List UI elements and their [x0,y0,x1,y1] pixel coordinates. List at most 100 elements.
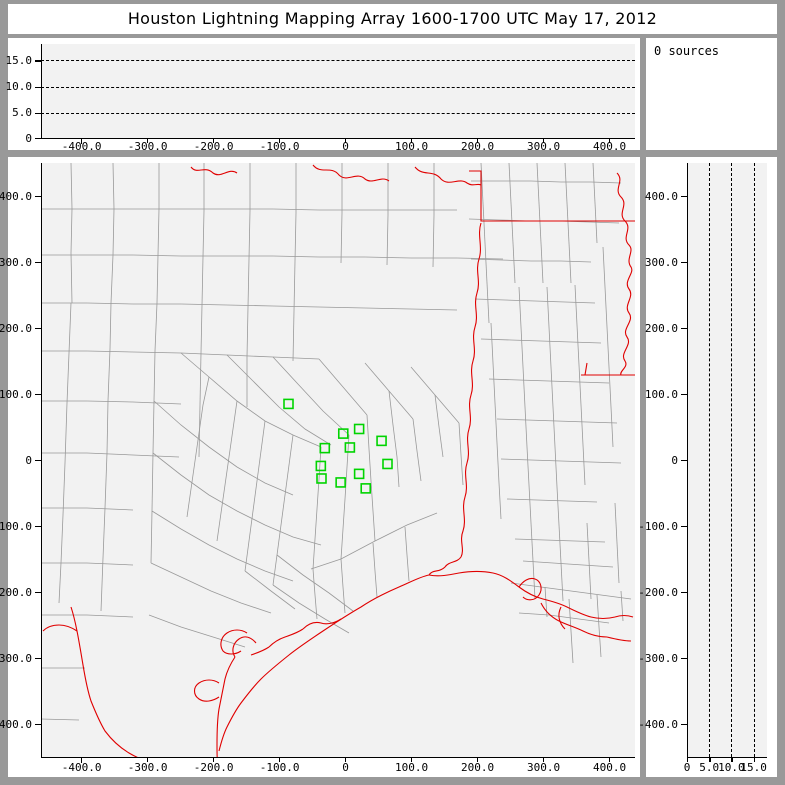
altitude-vs-east-x-axis [41,138,635,140]
ytick-mark-0 [35,138,41,140]
map-xtick-label-200: 200.0 [461,761,495,774]
source-count-panel: 0 sources [646,38,777,150]
xtick-label--400: -400.0 [61,140,102,153]
lma-station-marker [283,398,294,410]
map-plot-area [41,163,635,757]
ytick-label-10: 10.0 [5,80,33,93]
alt-north-xtick-mark-5 [709,757,711,762]
map-graphic [41,163,635,757]
map-xtick-mark-100 [410,757,412,762]
alt-north-ytick-label--100: -100.0 [638,520,678,533]
lma-station-marker [353,423,365,435]
xtick-label--200: -200.0 [193,140,234,153]
map-ytick-mark--200 [35,592,41,594]
map-xtick-mark-400 [608,757,610,762]
altitude-vs-north-x-axis [687,757,767,759]
lma-station-marker [315,460,327,472]
xtick-label-0: 0 [342,140,349,153]
gridline-x-5 [709,163,711,757]
map-ytick-label--100: -100.0 [0,520,32,533]
xtick-label-300: 300.0 [527,140,561,153]
alt-north-xtick-mark-15 [753,757,755,762]
map-xtick-label-400: 400.0 [593,761,627,774]
map-ytick-label-300: 300.0 [0,256,32,269]
map-xtick-mark--100 [278,757,280,762]
map-xtick-mark--200 [212,757,214,762]
lma-station-marker [335,477,346,488]
map-xtick-mark-0 [344,757,346,762]
county-boundaries [41,163,632,721]
map-xtick-label-100: 100.0 [395,761,429,774]
map-xtick-label-0: 0 [342,761,349,774]
map-ytick-mark--400 [35,724,41,726]
lma-station-marker [360,483,372,494]
title-bar: Houston Lightning Mapping Array 1600-170… [8,4,777,34]
map-xtick-mark-300 [542,757,544,762]
xtick-mark-100 [410,138,412,143]
xtick-mark--400 [80,138,82,144]
map-y-axis [41,163,43,757]
xtick-label-100: 100.0 [395,140,429,153]
alt-north-ytick-mark-400 [681,196,687,198]
xtick-mark-200 [476,138,478,143]
xtick-mark-300 [542,138,544,143]
ytick-mark-5 [35,112,41,115]
altitude-vs-north-plot-area [687,163,767,757]
xtick-label--100: -100.0 [259,140,300,153]
alt-north-xtick-label-10: 10.0 [718,761,745,774]
map-ytick-mark--300 [35,658,41,660]
alt-north-ytick-mark--300 [681,658,687,660]
alt-north-ytick-label-0: 0 [671,454,678,467]
alt-north-ytick-mark-0 [681,460,687,462]
map-ytick-mark-100 [35,394,41,396]
lma-station-marker [316,473,327,484]
alt-north-ytick-label--400: -400.0 [638,718,678,731]
lma-station-marker [382,458,393,470]
ytick-label-5: 5.0 [12,106,32,119]
alt-north-ytick-label-100: 100.0 [644,388,678,401]
alt-north-ytick-mark--100 [681,526,687,528]
map-xtick-mark--400 [80,757,82,763]
ytick-label-15: 15.0 [5,54,33,67]
alt-north-ytick-mark-300 [681,262,687,264]
map-xtick-label-300: 300.0 [527,761,561,774]
gridline-x-15 [753,163,755,757]
alt-north-ytick-mark-100 [681,394,687,396]
alt-north-ytick-label-300: 300.0 [644,256,678,269]
map-ytick-label--200: -200.0 [0,586,32,599]
lma-station-marker [344,442,356,453]
map-xtick-label--400: -400.0 [61,761,102,774]
xtick-label-400: 400.0 [593,140,627,153]
alt-north-ytick-label-200: 200.0 [644,322,678,335]
altitude-vs-north-panel: 400.0 300.0 200.0 100.0 0 -100.0 -200.0 … [638,157,777,777]
map-ytick-label-400: 400.0 [0,190,32,203]
lma-station-marker [353,468,365,480]
map-x-axis [41,757,635,759]
map-ytick-mark-300 [35,262,41,264]
map-ytick-label-100: 100.0 [0,388,32,401]
map-xtick-label--300: -300.0 [127,761,168,774]
xtick-mark-0 [344,138,346,143]
alt-north-xtick-label-5: 5.0 [699,761,720,774]
map-xtick-label--100: -100.0 [259,761,300,774]
map-xtick-mark--300 [146,757,148,762]
alt-north-ytick-mark-200 [681,328,687,330]
altitude-vs-east-y-axis [41,44,43,138]
xtick-label-200: 200.0 [461,140,495,153]
map-ytick-mark-200 [35,328,41,330]
state-borders [469,170,635,376]
gridline-y-5 [41,112,635,114]
gridline-y-15 [41,60,635,62]
xtick-mark--200 [212,138,214,143]
ytick-label-0: 0 [25,132,32,145]
map-xtick-mark-200 [476,757,478,762]
lma-station-marker [376,435,387,447]
map-ytick-mark-0 [35,460,41,462]
lma-station-marker [319,442,331,454]
alt-north-ytick-mark--200 [681,592,687,594]
map-ytick-mark--100 [35,526,41,528]
map-ytick-label-200: 200.0 [0,322,32,335]
plan-view-map-panel: 400.0 300.0 200.0 100.0 0 -100.0 -200.0 … [0,157,640,777]
altitude-vs-east-panel: 15.0 10.0 5.0 0 -400.0 -300.0 -200.0 -10… [6,38,640,153]
